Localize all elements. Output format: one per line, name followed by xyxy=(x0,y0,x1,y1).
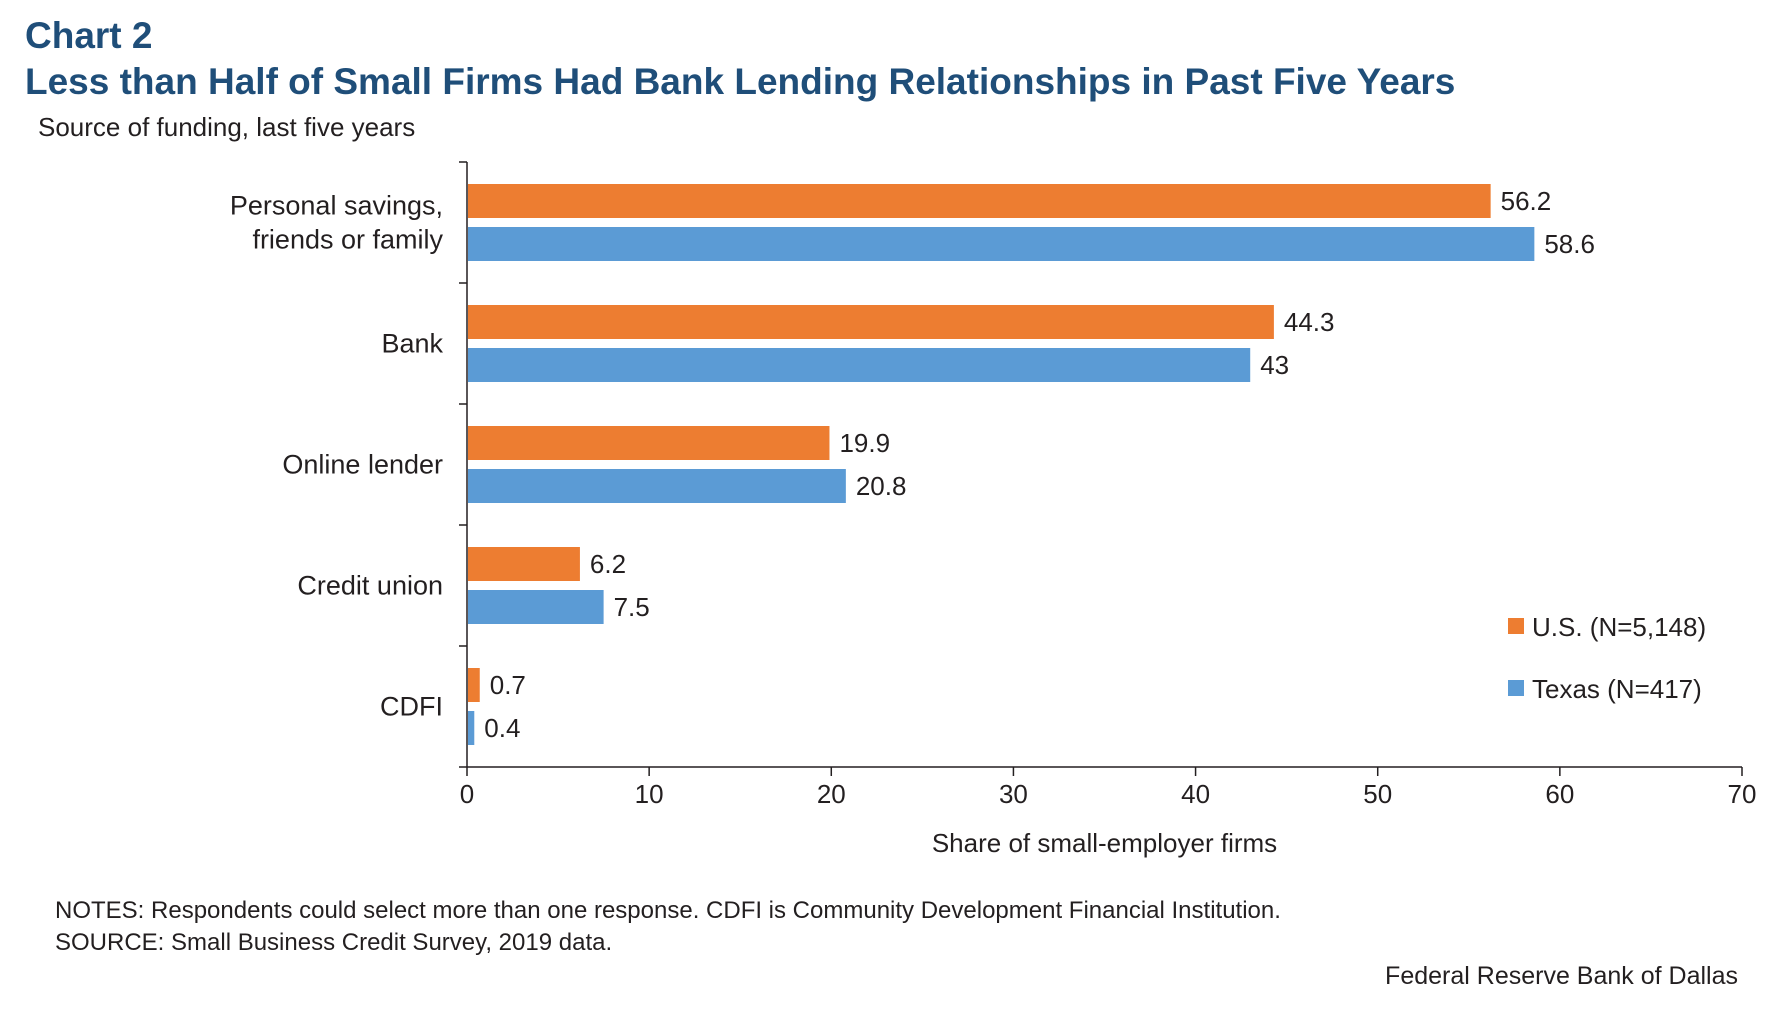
bar-texas xyxy=(468,469,846,503)
bar-us xyxy=(468,547,580,581)
bar-texas xyxy=(468,711,475,745)
category-label: Credit union xyxy=(297,571,443,601)
x-axis-label: Share of small-employer firms xyxy=(932,828,1277,858)
chart-subtitle: Source of funding, last five years xyxy=(38,112,416,142)
legend-swatch-texas xyxy=(1508,680,1524,696)
x-tick-label: 50 xyxy=(1363,779,1392,809)
bar-us xyxy=(468,305,1274,339)
value-label-texas: 43 xyxy=(1260,350,1289,380)
x-tick-label: 20 xyxy=(817,779,846,809)
value-label-texas: 58.6 xyxy=(1544,229,1595,259)
bar-texas xyxy=(468,227,1535,261)
bar-texas xyxy=(468,348,1251,382)
value-label-us: 44.3 xyxy=(1284,307,1335,337)
value-label-us: 6.2 xyxy=(590,549,626,579)
legend-label-texas: Texas (N=417) xyxy=(1532,674,1702,704)
category-label: Bank xyxy=(381,329,443,359)
category-label: friends or family xyxy=(252,225,443,255)
x-tick-label: 60 xyxy=(1545,779,1574,809)
value-label-texas: 0.4 xyxy=(484,713,520,743)
chart-number: Chart 2 xyxy=(25,15,153,56)
chart-title: Less than Half of Small Firms Had Bank L… xyxy=(25,61,1456,102)
value-label-us: 19.9 xyxy=(839,428,890,458)
legend-swatch-us xyxy=(1508,618,1524,634)
source-line: SOURCE: Small Business Credit Survey, 20… xyxy=(55,929,613,956)
value-label-texas: 7.5 xyxy=(614,592,650,622)
value-label-us: 56.2 xyxy=(1501,186,1552,216)
value-label-texas: 20.8 xyxy=(856,471,907,501)
x-tick-label: 0 xyxy=(460,779,474,809)
notes-line: NOTES: Respondents could select more tha… xyxy=(55,897,1281,924)
bar-us xyxy=(468,426,830,460)
bar-chart: 0 10 20 30 40 50 60 70 Share of small-employer f… xyxy=(230,161,1757,858)
value-label-us: 0.7 xyxy=(490,670,526,700)
x-tick-label: 40 xyxy=(1181,779,1210,809)
x-tick-label: 70 xyxy=(1728,779,1757,809)
category-label: CDFI xyxy=(380,692,443,722)
bar-us xyxy=(468,668,480,702)
chart-notes: NOTES: Respondents could select more tha… xyxy=(55,895,1281,959)
category-label: Personal savings, xyxy=(230,191,443,221)
credit-line: Federal Reserve Bank of Dallas xyxy=(1385,962,1738,990)
legend-label-us: U.S. (N=5,148) xyxy=(1532,612,1706,642)
bar-texas xyxy=(468,590,604,624)
x-tick-label: 10 xyxy=(635,779,664,809)
category-label: Online lender xyxy=(282,450,443,480)
x-tick-label: 30 xyxy=(999,779,1028,809)
bar-us xyxy=(468,184,1491,218)
